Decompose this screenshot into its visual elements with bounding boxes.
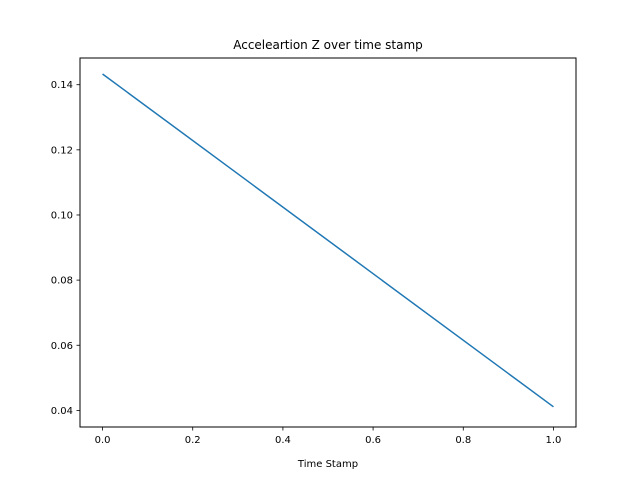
x-axis-label: Time Stamp xyxy=(297,459,358,470)
axis-ticks: 0.0 0.2 0.4 0.6 0.8 1.0 0.04 0.06 0.08 0.10 0.12 0.… xyxy=(51,80,562,446)
y-tick-label: 0.12 xyxy=(51,145,73,156)
series-line-0 xyxy=(102,73,554,408)
x-tick-label: 0.0 xyxy=(95,435,111,446)
y-tick-label: 0.08 xyxy=(51,276,73,287)
plot-frame xyxy=(79,57,577,428)
chart-title: Acceleartion Z over time stamp xyxy=(233,38,423,52)
y-tick-label: 0.04 xyxy=(51,406,73,417)
x-tick-label: 0.4 xyxy=(275,435,291,446)
plot-area xyxy=(102,73,554,408)
x-tick-label: 0.8 xyxy=(455,435,471,446)
x-tick-label: 0.6 xyxy=(365,435,381,446)
x-tick-label: 1.0 xyxy=(546,435,562,446)
x-tick-label: 0.2 xyxy=(185,435,201,446)
y-tick-label: 0.10 xyxy=(51,210,73,221)
y-tick-label: 0.06 xyxy=(51,341,73,352)
y-tick-label: 0.14 xyxy=(51,80,73,91)
